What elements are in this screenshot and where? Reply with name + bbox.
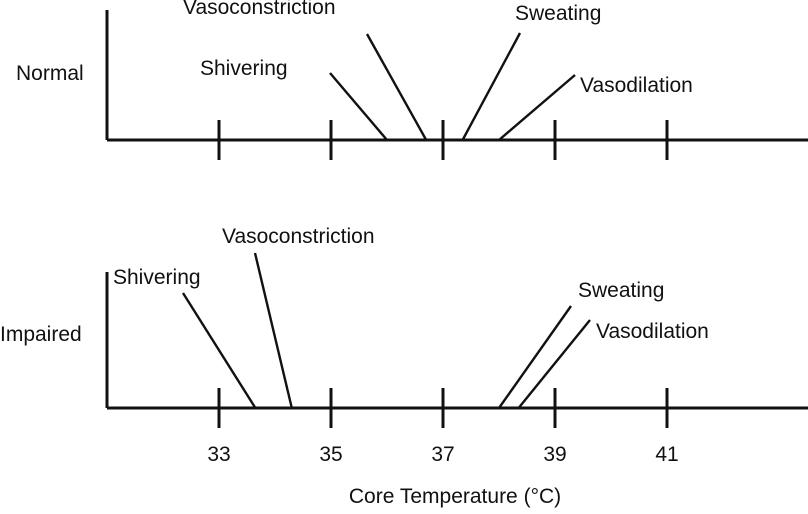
threshold-label-normal-vasoconstriction: Vasoconstriction [183,0,336,19]
threshold-label-normal-sweating: Sweating [515,2,601,25]
tick-label-33: 33 [207,443,230,466]
threshold-line-impaired-vasodilation [517,319,591,409]
tick-label-39: 39 [543,443,566,466]
threshold-line-normal-vasoconstriction [365,33,428,141]
tick-label-41: 41 [655,443,678,466]
threshold-label-impaired-sweating: Sweating [578,279,664,302]
threshold-label-impaired-vasodilation: Vasodilation [596,320,709,343]
threshold-line-impaired-sweating [498,305,572,409]
threshold-line-normal-vasodilation [498,74,576,141]
threshold-line-impaired-shivering [181,292,257,409]
row-label-impaired: Impaired [0,323,82,346]
threshold-label-impaired-shivering: Shivering [113,266,201,289]
row-label-normal: Normal [16,62,84,85]
x-axis: Core Temperature (°C) 33 35 37 39 41 [207,443,678,508]
threshold-line-normal-shivering [329,72,388,141]
normal-row: Normal Shivering Vasoconstriction Sweating V… [16,0,808,160]
tick-label-35: 35 [319,443,342,466]
tick-label-37: 37 [431,443,454,466]
threshold-label-normal-shivering: Shivering [200,57,288,80]
x-axis-title: Core Temperature (°C) [349,485,561,508]
threshold-line-normal-sweating [461,32,522,141]
threshold-label-normal-vasodilation: Vasodilation [580,74,693,97]
impaired-row: Impaired Shivering Vasoconstriction Sweatin… [0,225,808,428]
threshold-label-impaired-vasoconstriction: Vasoconstriction [222,225,375,248]
threshold-line-impaired-vasoconstriction [253,252,293,409]
